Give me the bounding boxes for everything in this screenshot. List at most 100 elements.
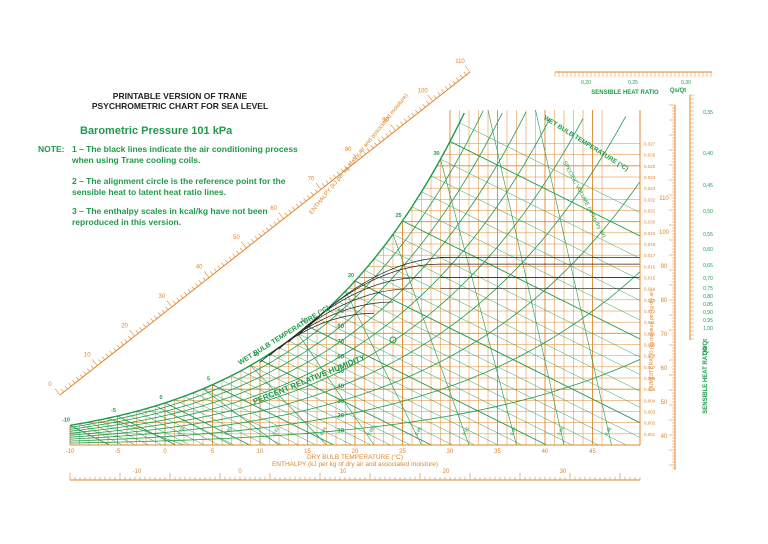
specific-volume-tick-label: 0,92: [509, 426, 518, 437]
wet-bulb-line: [221, 380, 353, 446]
specific-volume-tick-label: 0,86: [366, 426, 375, 437]
dry-bulb-tick-label: 30: [447, 449, 454, 455]
enthalpy-diag-tick: [247, 241, 251, 246]
shr-right-tick-label: 0,85: [703, 302, 713, 308]
shr-right-tick-label: 0,75: [703, 286, 713, 292]
specific-volume-tick-label: 0,90: [461, 426, 470, 437]
enthalpy-diag-tick: [299, 200, 303, 205]
rh-curve: [69, 112, 465, 427]
enthalpy-diag-tick: [232, 253, 236, 258]
enthalpy-diag-tick: [396, 124, 400, 128]
enthalpy-diag-tick: [426, 100, 430, 105]
specific-volume-line: [202, 388, 280, 446]
enthalpy-diag-tick: [102, 356, 105, 360]
enthalpy-diag-tick: [241, 241, 247, 249]
wet-bulb-line: [449, 141, 641, 237]
specific-volume-tick-label: 0,84: [319, 426, 328, 437]
enthalpy-right-tick-label: 60: [661, 366, 668, 372]
enthalpy-diag-tick: [187, 288, 191, 293]
wet-bulb-line: [88, 421, 136, 446]
enthalpy-diag-tick: [64, 385, 68, 390]
enthalpy-diag-tick: [352, 153, 359, 161]
specific-volume-line: [297, 333, 375, 446]
enthalpy-diag-tick: [411, 112, 415, 117]
wet-bulb-line: [250, 365, 411, 446]
enthalpy-bottom-tick-label: 10: [340, 469, 347, 475]
wet-bulb-line: [297, 333, 522, 446]
enthalpy-diag-tick-label: 0: [48, 382, 52, 388]
enthalpy-diag-tick: [165, 306, 169, 311]
humidity-ratio-tick-label: 0,007: [644, 365, 656, 370]
enthalpy-diag-tick: [303, 197, 307, 202]
specific-volume-tick-label: 0,80: [224, 426, 233, 437]
humidity-ratio-tick-label: 0,019: [644, 231, 656, 236]
enthalpy-diag-tick: [333, 174, 337, 178]
rh-curve: [69, 111, 527, 432]
wet-bulb-line: [440, 158, 641, 259]
enthalpy-bottom-tick-label: 30: [560, 469, 567, 475]
enthalpy-bottom-tick-label: -10: [133, 469, 142, 475]
enthalpy-diag-tick: [90, 365, 94, 369]
chart-grid: [69, 109, 641, 446]
enthalpy-diag-tick: [441, 89, 445, 93]
shr-symbol: Qs/Qt: [670, 88, 686, 94]
wet-bulb-line: [373, 258, 641, 392]
specific-volume-tick-label: 0,96: [604, 426, 613, 437]
shr-top-tick-label: 0,30: [681, 80, 691, 86]
dry-bulb-tick-label: 20: [352, 449, 359, 455]
shr-right-tick-label: 0,95: [703, 318, 713, 324]
enthalpy-diag-tick-label: 90: [382, 118, 389, 124]
humidity-ratio-tick-label: 0,015: [644, 276, 656, 281]
dry-bulb-tick-label: 15: [304, 449, 311, 455]
enthalpy-diag-tick: [310, 192, 314, 196]
humidity-ratio-tick-label: 0,027: [644, 142, 656, 147]
enthalpy-diag-tick: [292, 206, 296, 211]
enthalpy-diag-tick: [254, 236, 258, 240]
specific-volume-tick-label: 0,88: [414, 426, 423, 437]
x-axis-label: DRY BULB TEMPERATURE (°C): [307, 453, 403, 461]
shr-right-tick-label: 0,45: [703, 183, 713, 189]
wet-bulb-tick-label: 5: [207, 377, 210, 383]
rh-curve: [69, 110, 484, 428]
enthalpy-diag-tick: [236, 250, 240, 255]
chart-title: PRINTABLE VERSION OF TRANE PSYCHROMETRIC…: [70, 91, 290, 111]
rh-curve: [70, 359, 641, 444]
enthalpy-diag-tick-label: 70: [308, 176, 315, 182]
wet-bulb-line: [430, 175, 641, 281]
humidity-ratio-tick-label: 0,022: [644, 197, 656, 202]
enthalpy-diag-tick: [221, 262, 225, 266]
enthalpy-right-tick-label: 80: [661, 298, 668, 304]
enthalpy-diag-tick: [366, 147, 370, 152]
enthalpy-diag-tick: [191, 285, 195, 290]
enthalpy-diag-tick: [315, 183, 322, 190]
enthalpy-diag-tick-label: 80: [345, 147, 352, 153]
enthalpy-diag-tick: [314, 189, 318, 193]
dry-bulb-tick-label: -5: [115, 449, 121, 455]
enthalpy-diag-tick: [54, 388, 61, 396]
process-lines: [259, 257, 640, 363]
wet-bulb-tick-label: 15: [300, 318, 306, 324]
dry-bulb-tick-label: 5: [211, 449, 215, 455]
humidity-ratio-tick-label: 0,003: [644, 410, 656, 415]
barometric-pressure: Barometric Pressure 101 kPa: [80, 125, 233, 137]
wet-bulb-line: [421, 191, 641, 301]
rh-tick-label: 50: [337, 369, 344, 375]
enthalpy-diag-tick: [427, 94, 433, 102]
enthalpy-diag-tick: [150, 318, 154, 322]
enthalpy-diag-tick: [116, 344, 120, 349]
shr-right-tick-label: 0,70: [703, 276, 713, 282]
enthalpy-diag-tick: [351, 159, 355, 164]
enthalpy-right-tick-label: 50: [661, 400, 668, 406]
shr-right-tick-label: 0,50: [703, 209, 713, 215]
enthalpy-diag-tick: [377, 139, 381, 143]
enthalpy-diag-tick: [389, 130, 392, 134]
enthalpy-diag-tick: [203, 271, 210, 278]
enthalpy-diag-tick: [415, 109, 419, 114]
enthalpy-diag-tick: [129, 329, 135, 337]
enthalpy-diag-tick: [124, 338, 128, 343]
wet-bulb-tick-label: 10: [253, 352, 259, 358]
shr-right-tick-label: 0,80: [703, 294, 713, 300]
dry-bulb-tick-label: 35: [494, 449, 501, 455]
enthalpy-diag-tick: [456, 77, 460, 81]
enthalpy-diag-tick: [210, 271, 214, 275]
